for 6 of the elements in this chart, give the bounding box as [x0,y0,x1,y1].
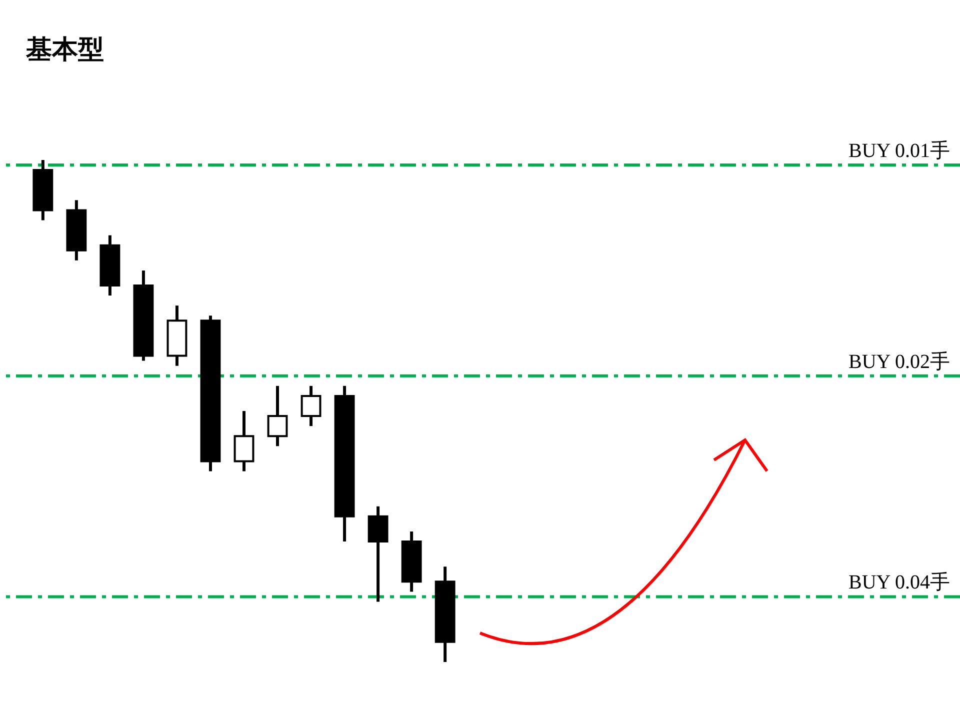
candlestick [300,386,322,426]
ref-line-label: BUY 0.02手 [848,350,950,373]
candlestick [267,386,288,446]
ref-line-label: BUY 0.01手 [848,140,950,162]
ref-line-label: BUY 0.04手 [848,572,950,594]
chart-title: 基本型 [25,35,104,66]
